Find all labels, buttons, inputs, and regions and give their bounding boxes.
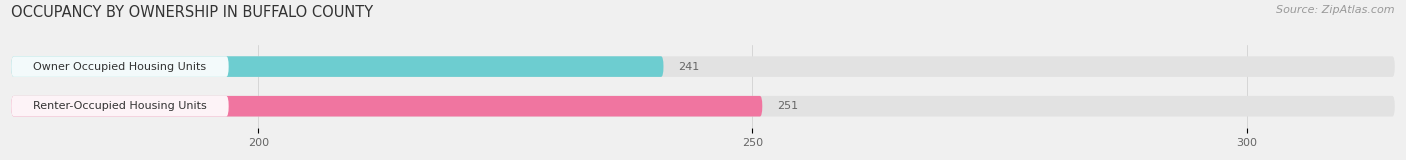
Text: Source: ZipAtlas.com: Source: ZipAtlas.com: [1277, 5, 1395, 15]
FancyBboxPatch shape: [11, 96, 1395, 116]
Text: Owner Occupied Housing Units: Owner Occupied Housing Units: [34, 62, 207, 72]
FancyBboxPatch shape: [11, 96, 229, 116]
Text: 241: 241: [678, 62, 700, 72]
FancyBboxPatch shape: [11, 96, 762, 116]
Text: Renter-Occupied Housing Units: Renter-Occupied Housing Units: [34, 101, 207, 111]
FancyBboxPatch shape: [11, 56, 664, 77]
FancyBboxPatch shape: [11, 56, 1395, 77]
Text: 251: 251: [778, 101, 799, 111]
FancyBboxPatch shape: [11, 56, 229, 77]
Text: OCCUPANCY BY OWNERSHIP IN BUFFALO COUNTY: OCCUPANCY BY OWNERSHIP IN BUFFALO COUNTY: [11, 5, 374, 20]
